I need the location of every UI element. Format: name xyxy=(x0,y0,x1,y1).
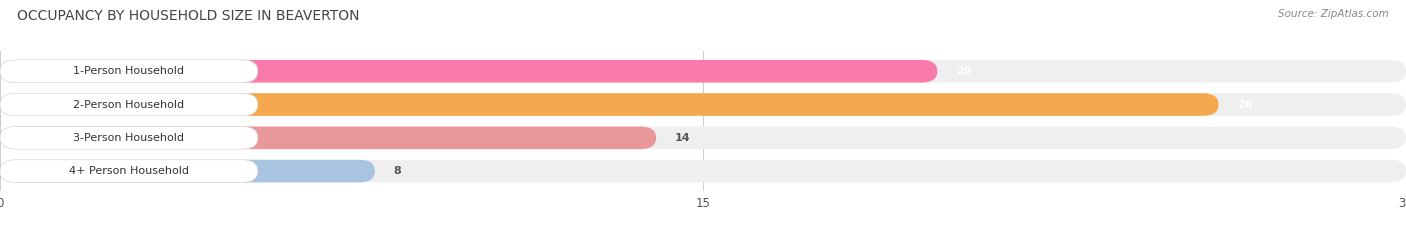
FancyBboxPatch shape xyxy=(0,60,1406,82)
Text: 26: 26 xyxy=(1237,99,1253,110)
Text: 1-Person Household: 1-Person Household xyxy=(73,66,184,76)
Text: 20: 20 xyxy=(956,66,972,76)
FancyBboxPatch shape xyxy=(0,93,257,116)
Text: OCCUPANCY BY HOUSEHOLD SIZE IN BEAVERTON: OCCUPANCY BY HOUSEHOLD SIZE IN BEAVERTON xyxy=(17,9,360,23)
Text: 8: 8 xyxy=(394,166,402,176)
FancyBboxPatch shape xyxy=(0,127,657,149)
FancyBboxPatch shape xyxy=(0,127,257,149)
FancyBboxPatch shape xyxy=(0,160,375,182)
Text: 3-Person Household: 3-Person Household xyxy=(73,133,184,143)
Text: Source: ZipAtlas.com: Source: ZipAtlas.com xyxy=(1278,9,1389,19)
FancyBboxPatch shape xyxy=(0,93,1406,116)
FancyBboxPatch shape xyxy=(0,60,257,82)
FancyBboxPatch shape xyxy=(0,93,1219,116)
Text: 14: 14 xyxy=(675,133,690,143)
Text: 2-Person Household: 2-Person Household xyxy=(73,99,184,110)
Text: 4+ Person Household: 4+ Person Household xyxy=(69,166,188,176)
FancyBboxPatch shape xyxy=(0,127,1406,149)
FancyBboxPatch shape xyxy=(0,160,1406,182)
FancyBboxPatch shape xyxy=(0,160,257,182)
FancyBboxPatch shape xyxy=(0,60,938,82)
